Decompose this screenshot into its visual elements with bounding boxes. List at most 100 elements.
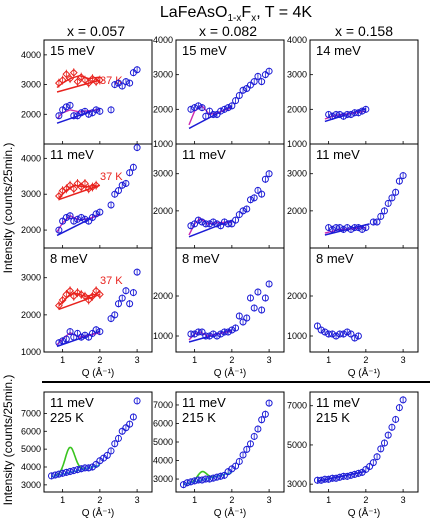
energy-label: 11 meV xyxy=(316,395,360,410)
panel-frame xyxy=(309,247,419,353)
y-tick-label: 4000 xyxy=(21,153,41,163)
panel-2: 1000 2000 3000 4000 15 meV xyxy=(153,35,285,149)
x-tick-label: 1 xyxy=(60,495,65,505)
panel-frame xyxy=(309,39,419,145)
energy-label: 8 meV xyxy=(316,251,354,266)
y-tick-label: 2000 xyxy=(21,225,41,235)
panel-10: 3000 4000 5000 6000 7000 1 2 3 Q (Å⁻¹) 11 meV225 … xyxy=(21,391,153,519)
column-header-3: x = 0.158 xyxy=(335,23,393,39)
y-tick-label: 3000 xyxy=(287,169,307,179)
x-tick-label: 2 xyxy=(363,495,368,505)
y-tick-label: 3000 xyxy=(21,189,41,199)
x-axis-label: Q (Å⁻¹) xyxy=(348,366,381,379)
energy-label: 11 meV xyxy=(316,147,360,162)
temperature-label: 225 K xyxy=(50,410,84,425)
y-tick-label: 2000 xyxy=(153,291,173,301)
panel-frame xyxy=(175,39,285,145)
y-tick-label: 2000 xyxy=(153,104,173,114)
x-axis-label: Q (Å⁻¹) xyxy=(348,506,381,519)
baseline-line xyxy=(58,184,101,201)
temperature-label: 215 K xyxy=(182,410,216,425)
y-tick-label: 1000 xyxy=(287,331,307,341)
panel-4: 2000 3000 4000 11 meV 37 K xyxy=(21,143,153,249)
x-tick-label: 3 xyxy=(267,355,272,365)
y-tick-label: 1000 xyxy=(287,139,307,149)
x-tick-label: 1 xyxy=(326,495,331,505)
energy-label: 11 meV xyxy=(182,395,226,410)
figure-title: LaFeAsO1-xFx, T = 4K xyxy=(160,4,313,24)
y-tick-label: 2000 xyxy=(287,206,307,216)
y-tick-label: 5000 xyxy=(21,444,41,454)
y-tick-label: 2000 xyxy=(153,206,173,216)
panel-frame xyxy=(175,143,285,249)
x-tick-label: 3 xyxy=(135,495,140,505)
panel-5: 2000 3000 11 meV xyxy=(153,143,285,249)
y-tick-label: 4000 xyxy=(153,456,173,466)
energy-label: 8 meV xyxy=(50,251,88,266)
y-tick-label: 3000 xyxy=(21,273,41,283)
x-tick-label: 3 xyxy=(401,495,406,505)
x-tick-label: 2 xyxy=(97,495,102,505)
temperature-label: 215 K xyxy=(316,410,350,425)
y-tick-label: 3000 xyxy=(21,480,41,490)
energy-label: 11 meV xyxy=(50,395,94,410)
y-tick-label: 7000 xyxy=(287,401,307,411)
panel-frame xyxy=(175,391,285,493)
y-tick-label: 5000 xyxy=(153,437,173,447)
x-tick-label: 1 xyxy=(192,355,197,365)
y-tick-label: 1000 xyxy=(153,139,173,149)
baseline-line xyxy=(183,471,233,486)
baseline-line xyxy=(58,293,101,310)
fit-curve xyxy=(188,104,233,126)
panel-7: 1000 2000 3000 1 2 3 Q (Å⁻¹) 8 meV 37 K xyxy=(21,247,153,379)
x-tick-label: 1 xyxy=(192,495,197,505)
y-tick-label: 2000 xyxy=(21,109,41,119)
x-tick-label: 2 xyxy=(229,495,234,505)
y-tick-label: 6000 xyxy=(153,418,173,428)
annotation-37k: 37 K xyxy=(100,171,123,183)
x-tick-label: 1 xyxy=(326,355,331,365)
energy-label: 8 meV xyxy=(182,251,220,266)
x-axis-label: Q (Å⁻¹) xyxy=(214,366,247,379)
panel-9: 1000 2000 1 2 3 Q (Å⁻¹) 8 meV xyxy=(287,247,419,379)
y-tick-label: 2000 xyxy=(287,104,307,114)
y-tick-label: 3000 xyxy=(153,474,173,484)
y-tick-label: 3000 xyxy=(153,70,173,80)
energy-label: 15 meV xyxy=(50,43,95,58)
energy-label: 11 meV xyxy=(50,147,94,162)
x-tick-label: 2 xyxy=(97,355,102,365)
panel-11: 3000 4000 5000 6000 7000 1 2 3 Q (Å⁻¹) 11 meV215 … xyxy=(153,391,285,519)
y-tick-label: 1000 xyxy=(21,347,41,357)
x-tick-label: 3 xyxy=(267,495,272,505)
y-axis-label-bottom: Intensity (counts/25min.) xyxy=(1,375,15,506)
y-tick-label: 6000 xyxy=(21,426,41,436)
energy-label: 14 meV xyxy=(316,43,361,58)
y-tick-label: 4000 xyxy=(21,50,41,60)
y-tick-label: 7000 xyxy=(153,400,173,410)
panel-3: 1000 2000 3000 4000 14 meV xyxy=(287,35,419,149)
x-tick-label: 3 xyxy=(401,355,406,365)
y-tick-label: 1000 xyxy=(153,331,173,341)
y-tick-label: 7000 xyxy=(21,408,41,418)
x-tick-label: 1 xyxy=(60,355,65,365)
energy-label: 11 meV xyxy=(182,147,226,162)
x-tick-label: 3 xyxy=(135,355,140,365)
x-tick-label: 2 xyxy=(363,355,368,365)
column-header-1: x = 0.057 xyxy=(67,23,125,39)
y-tick-label: 4000 xyxy=(21,462,41,472)
column-header-2: x = 0.082 xyxy=(199,23,257,39)
panel-frame xyxy=(43,247,153,353)
panel-6: 2000 3000 11 meV xyxy=(287,143,419,249)
y-tick-label: 3000 xyxy=(287,70,307,80)
annotation-37k: 37 K xyxy=(100,275,123,287)
y-tick-label: 4000 xyxy=(287,35,307,45)
panel-8: 1000 2000 1 2 3 Q (Å⁻¹) 8 meV xyxy=(153,247,285,379)
y-tick-label: 3000 xyxy=(287,479,307,489)
energy-label: 15 meV xyxy=(182,43,227,58)
x-axis-label: Q (Å⁻¹) xyxy=(82,366,115,379)
y-tick-label: 3000 xyxy=(21,80,41,90)
